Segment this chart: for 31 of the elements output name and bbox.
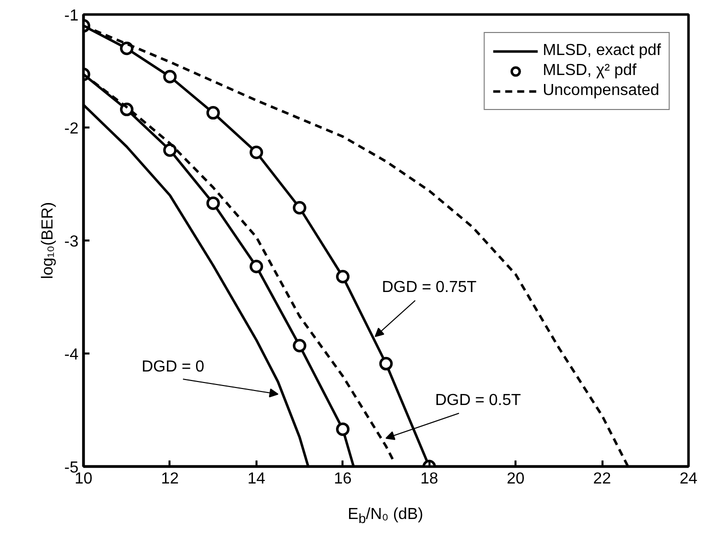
x-tick-label: 20 — [506, 470, 525, 488]
point — [206, 196, 220, 210]
annotation: DGD = 0.5T — [435, 392, 522, 409]
annotation: DGD = 0.75T — [382, 279, 477, 296]
point — [250, 146, 264, 160]
y-axis-title: log₁₀(BER) — [39, 202, 56, 279]
annotation: DGD = 0 — [142, 358, 204, 376]
point — [250, 260, 264, 274]
point — [163, 143, 177, 157]
legend-label: Uncompensated — [542, 82, 660, 100]
point — [292, 338, 306, 352]
x-axis-title: E$_{b}$/N₀ (dB) — [348, 505, 424, 528]
x-tick-label: 12 — [161, 470, 179, 488]
point — [163, 70, 177, 84]
point — [336, 270, 350, 284]
y-tick-label: -2 — [64, 120, 79, 138]
y-tick-label: -1 — [64, 8, 79, 24]
x-tick-label: 16 — [334, 470, 352, 488]
x-tick-label: 14 — [247, 470, 266, 488]
point — [206, 106, 220, 120]
point — [379, 356, 393, 370]
x-tick-label: 24 — [680, 470, 698, 488]
point — [120, 42, 134, 56]
y-tick-label: -3 — [64, 234, 79, 250]
point — [336, 422, 350, 436]
legend-label: MLSD, exact pdf — [542, 42, 661, 60]
point — [292, 200, 306, 214]
x-tick-label: 18 — [420, 470, 438, 488]
legend-label: MLSD, χ² pdf — [542, 62, 636, 80]
x-tick-label: 22 — [593, 470, 612, 488]
y-tick-label: -4 — [64, 346, 79, 364]
